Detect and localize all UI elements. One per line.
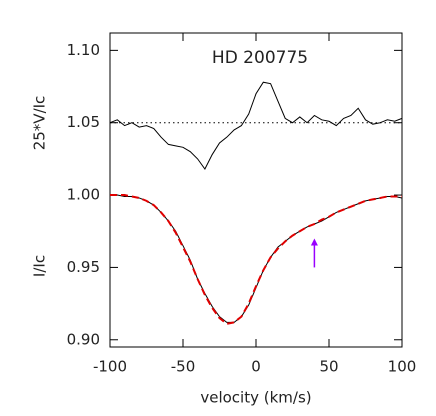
y-tick-label: 1.05 xyxy=(67,113,100,131)
x-tick-label: 50 xyxy=(319,358,338,376)
data-line xyxy=(109,81,403,170)
y-axis-label: I/Ic xyxy=(31,255,49,277)
x-tick-label: 0 xyxy=(251,358,261,376)
y-tick-label: 0.95 xyxy=(67,258,100,276)
data-line xyxy=(110,194,402,325)
arrow-head xyxy=(310,238,318,246)
y-tick-label: 0.90 xyxy=(67,330,100,348)
x-tick-label: -50 xyxy=(171,358,196,376)
y-axis-label: 25*V/Ic xyxy=(31,96,49,151)
x-tick-label: 100 xyxy=(388,358,417,376)
annotation: HD 200775 xyxy=(212,48,308,68)
data-line xyxy=(110,194,403,323)
y-tick-label: 1.10 xyxy=(67,41,100,59)
y-tick-label: 1.00 xyxy=(67,186,100,204)
plot-frame xyxy=(109,32,403,348)
x-axis-label: velocity (km/s) xyxy=(200,389,311,407)
x-tick-label: -100 xyxy=(93,358,127,376)
